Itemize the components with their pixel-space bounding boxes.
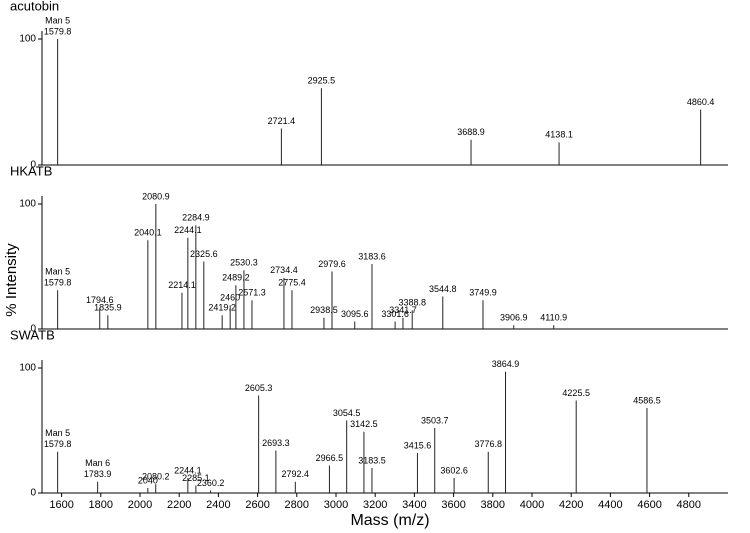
peak-label: 2284.9 [182, 213, 210, 223]
peak-label: 2792.4 [282, 469, 310, 479]
y-tick-label: 100 [19, 34, 36, 45]
peak-label: 2244.1 [174, 225, 202, 235]
peak-label: 3415.6 [404, 440, 432, 450]
peak-label: 2938.5 [310, 305, 338, 315]
peak-label: 4110.9 [540, 313, 567, 323]
peak-label: 4225.5 [562, 388, 590, 398]
x-axis-label: Mass (m/z) [350, 512, 429, 529]
peak-label: 2979.6 [318, 259, 346, 269]
x-tick-label: 3000 [324, 499, 348, 511]
peak-name: Man 5 [45, 267, 70, 277]
peak-label: 4860.4 [687, 97, 715, 107]
peak-label: 2775.4 [278, 278, 306, 288]
peak-label: 2571.3 [238, 288, 266, 298]
peak-label: 2360.2 [197, 478, 225, 488]
x-tick-label: 3800 [481, 499, 505, 511]
peak-label: 2325.6 [190, 249, 218, 259]
peak-label: 3054.5 [333, 408, 361, 418]
panel-title: HKATB [10, 163, 52, 178]
x-tick-label: 1800 [89, 499, 113, 511]
peak-label: 2285.1 [182, 473, 210, 483]
peak-label: 2080.9 [142, 191, 170, 201]
peak-label: 2966.5 [316, 453, 344, 463]
peak-label: 3906.9 [500, 313, 528, 323]
x-tick-label: 2400 [206, 499, 230, 511]
peak-label: 3864.9 [492, 359, 520, 369]
peak-label: 1579.8 [44, 278, 72, 288]
peak-name: Man 6 [85, 458, 110, 468]
peak-label: 3388.8 [398, 298, 426, 308]
y-tick-label: 0 [30, 324, 36, 335]
panel-title: acutobin [10, 0, 59, 13]
peak-label: 2040 [138, 475, 158, 485]
y-tick-label: 0 [30, 160, 36, 171]
peak-label: 2460 [220, 293, 240, 303]
peak-label: 2530.3 [230, 258, 258, 268]
peak-label: 2040.1 [134, 228, 162, 238]
peak-label: 3688.9 [457, 127, 485, 137]
y-axis-label: % Intensity [3, 243, 20, 317]
peak-label: 3749.9 [469, 288, 497, 298]
x-tick-label: 4200 [559, 499, 583, 511]
x-tick-label: 1600 [49, 499, 73, 511]
peak-label: 1579.8 [44, 439, 72, 449]
peak-label: 4586.5 [633, 395, 661, 405]
peak-label: 1579.8 [44, 26, 72, 36]
x-tick-label: 2200 [167, 499, 191, 511]
peak-label: 3544.8 [429, 284, 457, 294]
peak-label: 2419.2 [208, 303, 236, 313]
peak-label: 3183.6 [358, 251, 386, 261]
x-tick-label: 3600 [441, 499, 465, 511]
peak-label: 4138.1 [545, 130, 573, 140]
x-tick-label: 3400 [402, 499, 426, 511]
x-tick-label: 4400 [598, 499, 622, 511]
panel-title: SWATB [10, 327, 55, 342]
peak-label: 3602.6 [440, 465, 468, 475]
peak-label: 3183.5 [358, 455, 386, 465]
peak-label: 2693.3 [262, 438, 290, 448]
peak-label: 3142.5 [350, 419, 378, 429]
peak-label: 3776.8 [474, 439, 502, 449]
peak-label: 1783.9 [84, 469, 112, 479]
y-tick-label: 0 [30, 488, 36, 499]
peak-label: 2244.1 [174, 465, 202, 475]
peak-label: 2925.5 [308, 76, 336, 86]
peak-label: 3503.7 [421, 415, 449, 425]
peak-label: 2080.2 [142, 472, 170, 482]
peak-label: 2605.3 [245, 383, 273, 393]
y-tick-label: 100 [19, 363, 36, 374]
x-tick-label: 4000 [520, 499, 544, 511]
x-tick-label: 2000 [128, 499, 152, 511]
peak-label: 1835.9 [94, 303, 122, 313]
peak-label: 2489.2 [222, 273, 250, 283]
peak-label: 1794.6 [86, 295, 114, 305]
peak-name: Man 5 [45, 15, 70, 25]
peak-name: Man 5 [45, 428, 70, 438]
x-tick-label: 2800 [285, 499, 309, 511]
peak-label: 3301.6 [381, 309, 409, 319]
peak-label: 2721.4 [268, 116, 296, 126]
x-tick-label: 4600 [637, 499, 661, 511]
x-tick-label: 2600 [245, 499, 269, 511]
x-tick-label: 3200 [363, 499, 387, 511]
y-tick-label: 100 [19, 199, 36, 210]
peak-label: 2214.1 [168, 280, 196, 290]
peak-label: 2734.4 [270, 265, 298, 275]
x-tick-label: 4800 [677, 499, 701, 511]
peak-label: 3341.7 [389, 305, 417, 315]
peak-label: 3095.6 [341, 309, 369, 319]
